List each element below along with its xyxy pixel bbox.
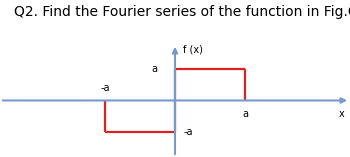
Text: f (x): f (x) <box>183 45 203 55</box>
Text: Q2. Find the Fourier series of the function in Fig.Q2: Q2. Find the Fourier series of the funct… <box>14 5 350 19</box>
Text: a: a <box>242 109 248 119</box>
Text: -a: -a <box>100 83 110 93</box>
Text: x: x <box>338 109 344 119</box>
Text: -a: -a <box>183 127 193 137</box>
Text: a: a <box>152 64 158 74</box>
